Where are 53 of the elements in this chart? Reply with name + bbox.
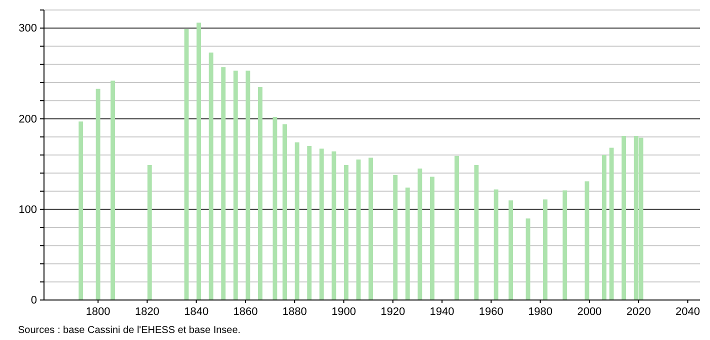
- bar: [356, 160, 361, 300]
- bar: [602, 155, 606, 300]
- bar: [622, 136, 626, 300]
- bar: [110, 80, 116, 300]
- bar: [307, 146, 312, 300]
- bar: [258, 87, 262, 300]
- x-tick-label: 1800: [86, 306, 110, 318]
- y-tick-label: 100: [18, 204, 37, 216]
- bar: [233, 70, 238, 300]
- bar: [294, 142, 300, 300]
- bar: [543, 199, 548, 300]
- bar: [418, 168, 422, 300]
- bar: [584, 181, 590, 300]
- x-tick-label: 1900: [332, 306, 356, 318]
- bar: [282, 124, 287, 300]
- x-tick-label: 1840: [184, 306, 209, 318]
- bar: [319, 148, 324, 300]
- bar: [609, 148, 614, 300]
- source-note: Sources : base Cassini de l'EHESS et base Insee.: [18, 325, 241, 336]
- bar: [332, 151, 336, 300]
- x-tick-label: 1820: [134, 306, 160, 318]
- x-tick-label: 1880: [282, 306, 307, 318]
- bar: [494, 189, 498, 300]
- x-tick-label: 2040: [675, 306, 700, 318]
- x-tick-label: 2020: [626, 306, 651, 318]
- x-tick-label: 1960: [478, 306, 504, 318]
- bar: [526, 218, 530, 300]
- bar: [393, 174, 398, 300]
- bar: [147, 164, 152, 300]
- bar: [454, 156, 459, 300]
- bar: [405, 188, 410, 300]
- bar: [208, 52, 214, 300]
- x-tick-label: 2000: [577, 306, 602, 318]
- bar: [474, 164, 479, 300]
- bar: [184, 29, 189, 300]
- x-tick-label: 1940: [430, 306, 454, 318]
- y-tick-label: 200: [18, 113, 37, 126]
- bar: [508, 200, 514, 300]
- bar: [344, 164, 348, 300]
- y-tick-label: 0: [30, 294, 37, 307]
- bar: [272, 116, 278, 300]
- bar: [96, 88, 100, 300]
- x-tick-label: 1920: [380, 306, 406, 318]
- bar: [368, 158, 373, 300]
- bar: [430, 176, 434, 300]
- bar: [246, 70, 250, 300]
- bar: [78, 121, 84, 300]
- y-tick-label: 300: [18, 22, 37, 35]
- bar: [221, 67, 226, 300]
- bar: [562, 190, 568, 300]
- x-tick-label: 1860: [233, 306, 258, 318]
- bar: [196, 22, 201, 300]
- x-tick-label: 1980: [528, 306, 553, 318]
